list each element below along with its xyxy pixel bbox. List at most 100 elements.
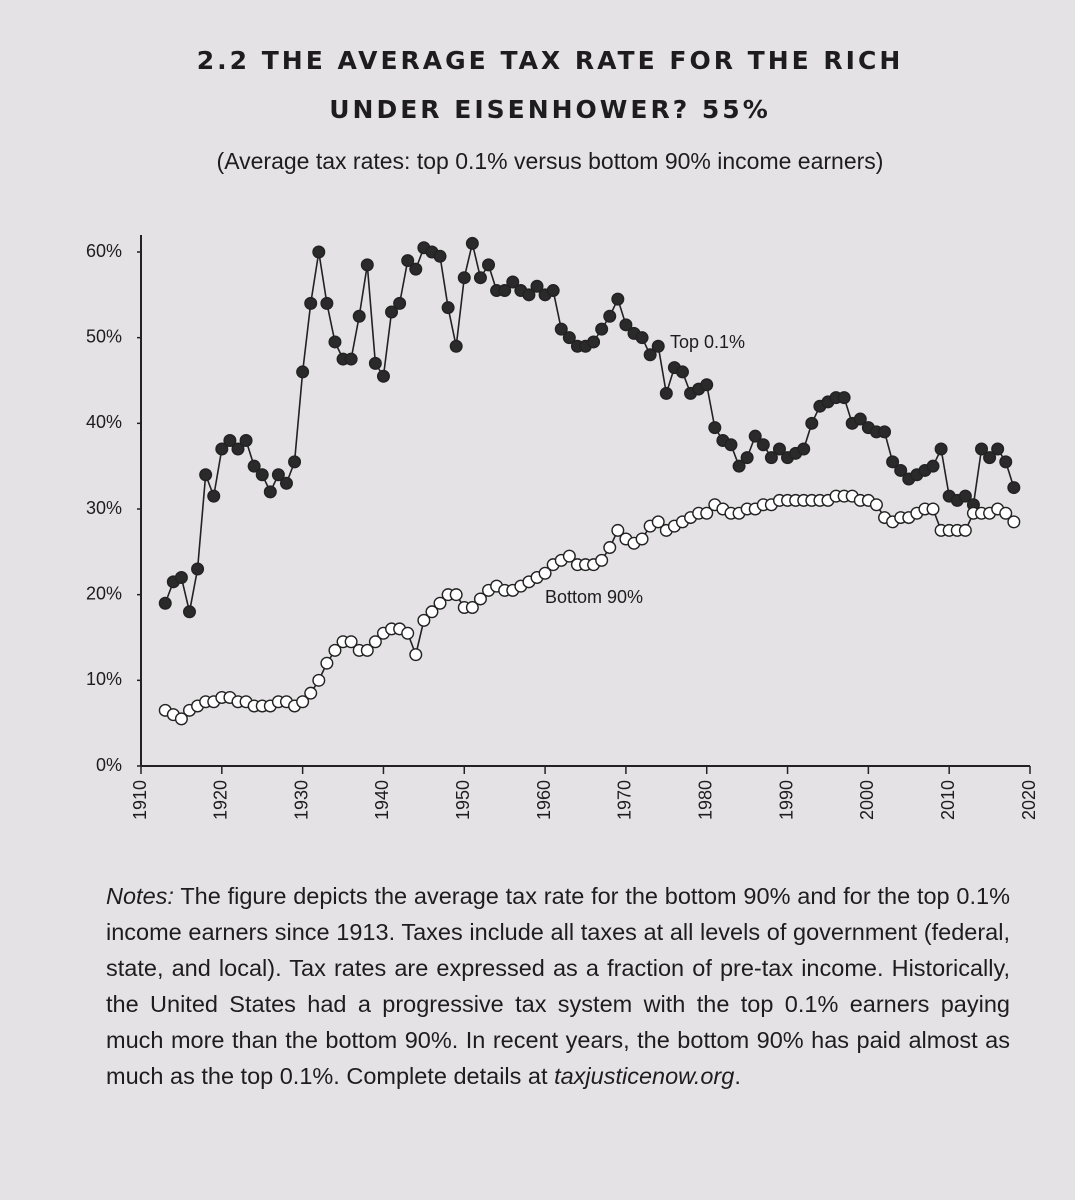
data-point	[700, 506, 714, 520]
data-point	[182, 605, 196, 619]
data-point	[320, 296, 334, 310]
data-point	[611, 523, 625, 537]
data-point	[983, 451, 997, 465]
x-tick-label: 2000	[857, 780, 877, 820]
data-point	[312, 245, 326, 259]
x-tick-label: 1950	[453, 780, 473, 820]
data-point	[999, 455, 1013, 469]
x-tick-label: 1920	[211, 780, 231, 820]
x-tick-label: 2020	[1019, 780, 1039, 820]
data-point	[385, 305, 399, 319]
x-tick-label: 1990	[776, 780, 796, 820]
series-line	[164, 495, 1015, 720]
y-tick-label: 40%	[86, 412, 122, 432]
data-point	[748, 429, 762, 443]
data-point	[498, 284, 512, 298]
data-point	[837, 391, 851, 405]
data-point	[376, 369, 390, 383]
data-point	[756, 438, 770, 452]
data-point	[506, 275, 520, 289]
data-point	[700, 378, 714, 392]
series-label: Bottom 90%	[545, 587, 643, 607]
x-tick-label: 1970	[615, 780, 635, 820]
data-point	[651, 515, 665, 529]
chart-subtitle: (Average tax rates: top 0.1% versus bott…	[217, 148, 884, 174]
data-point	[344, 635, 358, 649]
data-point	[643, 348, 657, 362]
notes-label: Notes:	[106, 883, 174, 909]
x-tick-label: 1930	[291, 780, 311, 820]
data-point	[724, 438, 738, 452]
data-point	[958, 523, 972, 537]
data-point	[457, 271, 471, 285]
data-point	[449, 588, 463, 602]
data-point	[546, 284, 560, 298]
data-point	[344, 352, 358, 366]
data-point	[279, 476, 293, 490]
data-point	[675, 365, 689, 379]
data-point	[740, 451, 754, 465]
data-point	[595, 553, 609, 567]
notes-link: taxjusticenow.org	[554, 1063, 735, 1089]
data-point	[239, 433, 253, 447]
data-point	[886, 455, 900, 469]
data-point	[401, 626, 415, 640]
x-tick-label: 1980	[695, 780, 715, 820]
data-point	[263, 485, 277, 499]
data-point	[562, 331, 576, 345]
data-point	[223, 433, 237, 447]
data-point	[1007, 481, 1021, 495]
x-tick-label: 2010	[938, 780, 958, 820]
y-tick-label: 10%	[86, 669, 122, 689]
data-point	[619, 318, 633, 332]
data-point	[433, 596, 447, 610]
data-point	[465, 601, 479, 615]
data-point	[231, 442, 245, 456]
data-point	[934, 442, 948, 456]
data-point	[603, 309, 617, 323]
data-point	[732, 459, 746, 473]
data-point	[708, 421, 722, 435]
x-tick-label: 1910	[130, 780, 150, 820]
data-point	[587, 335, 601, 349]
data-point	[433, 249, 447, 263]
data-point	[635, 331, 649, 345]
data-point	[328, 643, 342, 657]
data-point	[991, 442, 1005, 456]
data-point	[409, 262, 423, 276]
data-point	[312, 673, 326, 687]
notes-end: .	[734, 1063, 741, 1089]
data-point	[393, 296, 407, 310]
data-point	[562, 549, 576, 563]
data-point	[368, 356, 382, 370]
chart-title: 2.2 THE AVERAGE TAX RATE FOR THE RICH	[197, 46, 904, 75]
notes-text: The figure depicts the average tax rate …	[106, 883, 1010, 1089]
data-point	[247, 459, 261, 473]
data-point	[207, 489, 221, 503]
data-point	[530, 279, 544, 293]
data-point	[764, 451, 778, 465]
data-point	[473, 592, 487, 606]
data-point	[473, 271, 487, 285]
data-point	[401, 254, 415, 268]
data-point	[869, 498, 883, 512]
data-point	[158, 596, 172, 610]
data-point	[255, 468, 269, 482]
chart-title: UNDER EISENHOWER? 55%	[329, 95, 771, 124]
data-point	[853, 412, 867, 426]
data-point	[296, 695, 310, 709]
data-point	[611, 292, 625, 306]
data-point	[603, 541, 617, 555]
data-point	[465, 236, 479, 250]
data-point	[554, 322, 568, 336]
data-point	[191, 562, 205, 576]
data-point	[409, 648, 423, 662]
data-point	[352, 309, 366, 323]
data-point	[635, 532, 649, 546]
data-point	[296, 365, 310, 379]
data-point	[174, 712, 188, 726]
data-point	[926, 459, 940, 473]
data-point	[417, 613, 431, 627]
data-point	[360, 643, 374, 657]
